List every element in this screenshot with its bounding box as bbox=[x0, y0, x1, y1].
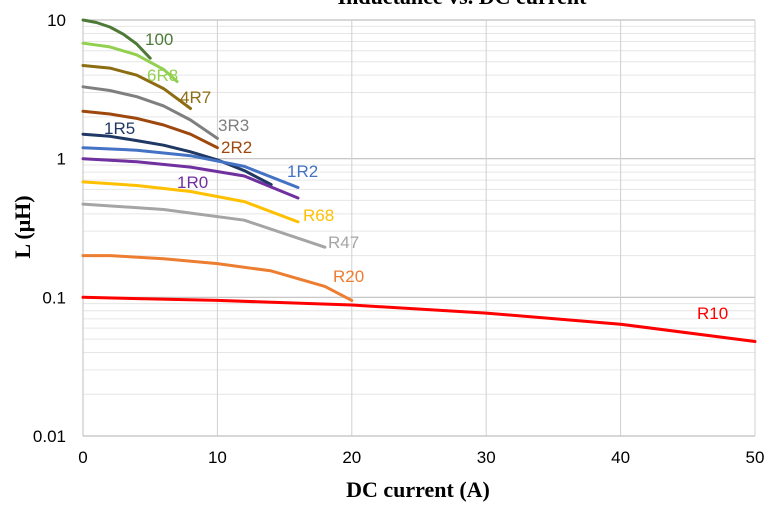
tick-labels: 0 10 20 30 40 50 0.01 0.1 1 10 bbox=[33, 11, 765, 467]
series-line-6r8 bbox=[81, 41, 179, 83]
x-tick-label: 10 bbox=[208, 448, 227, 467]
series-line-r68 bbox=[81, 180, 300, 224]
series-label-1r2: 1R2 bbox=[287, 162, 318, 181]
series-line-1r0 bbox=[81, 157, 300, 200]
series-label-6r8: 6R8 bbox=[147, 66, 178, 85]
x-tick-label: 20 bbox=[342, 448, 361, 467]
series-line-1r2 bbox=[81, 146, 300, 189]
series-line-2r2 bbox=[81, 109, 219, 150]
series-label-1r0: 1R0 bbox=[177, 173, 208, 192]
x-tick-label: 30 bbox=[477, 448, 496, 467]
y-tick-label: 1 bbox=[57, 150, 66, 169]
series-label-4r7: 4R7 bbox=[180, 88, 211, 107]
series-label-r20: R20 bbox=[333, 267, 364, 286]
series-label-r68: R68 bbox=[303, 206, 334, 225]
series-label-2r2: 2R2 bbox=[221, 138, 252, 157]
chart-title: Inductance vs. DC current bbox=[338, 0, 588, 9]
y-tick-label: 0.1 bbox=[42, 288, 66, 307]
series-lines bbox=[81, 18, 757, 343]
y-tick-label: 10 bbox=[47, 11, 66, 30]
y-tick-label: 0.01 bbox=[33, 427, 66, 446]
series-line-100 bbox=[81, 18, 152, 60]
series-label-100: 100 bbox=[145, 30, 173, 49]
x-tick-label: 50 bbox=[746, 448, 765, 467]
grid bbox=[82, 19, 756, 437]
series-line-r10 bbox=[81, 295, 757, 343]
series-line-3r3 bbox=[81, 85, 219, 140]
series-line-r47 bbox=[81, 202, 327, 249]
series-label-r47: R47 bbox=[328, 233, 359, 252]
series-line-4r7 bbox=[81, 64, 192, 110]
series-line-1r5 bbox=[81, 132, 273, 187]
series-label-3r3: 3R3 bbox=[218, 116, 249, 135]
series-label-r10: R10 bbox=[697, 304, 728, 323]
y-axis-title: L (μH) bbox=[10, 195, 35, 258]
series-label-1r5: 1R5 bbox=[104, 119, 135, 138]
x-tick-label: 0 bbox=[78, 448, 87, 467]
x-tick-label: 40 bbox=[611, 448, 630, 467]
x-axis-title: DC current (A) bbox=[346, 477, 490, 502]
series-line-r20 bbox=[81, 254, 354, 302]
